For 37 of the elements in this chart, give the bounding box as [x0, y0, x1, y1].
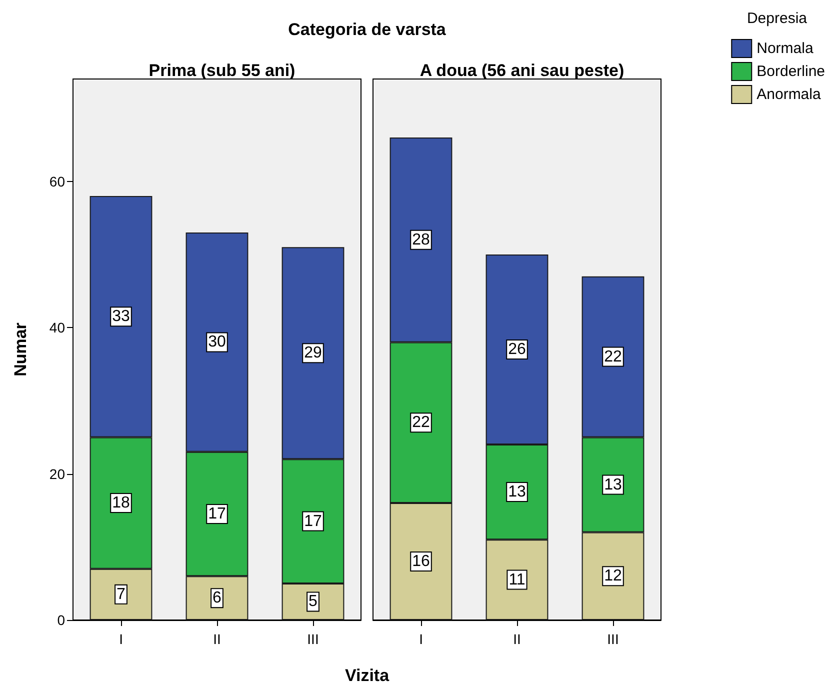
legend-label: Normala	[756, 40, 814, 57]
data-label: 5	[308, 593, 318, 610]
x-tick-label: II	[213, 631, 221, 647]
data-label: 17	[304, 512, 322, 530]
x-tick-label: III	[607, 631, 619, 647]
x-axis-title: Vizita	[344, 666, 390, 686]
data-label: 28	[412, 231, 430, 248]
data-label: 13	[604, 476, 622, 494]
data-label: 11	[508, 571, 526, 588]
y-tick-label: 20	[49, 466, 66, 482]
y-tick-label: 40	[49, 320, 66, 336]
data-label: 33	[112, 308, 130, 326]
data-label: 26	[508, 341, 526, 358]
legend-label: Borderline	[756, 63, 826, 80]
data-label: 17	[208, 505, 226, 522]
legend-title: Depresia	[746, 10, 808, 27]
y-axis-title: Numar	[11, 322, 30, 376]
chart-subtitle: A doua (56 ani sau peste)	[420, 61, 624, 80]
x-tick-label: I	[419, 631, 423, 647]
y-tick-label: 60	[49, 173, 66, 190]
data-label: 22	[604, 348, 622, 366]
data-label: 22	[412, 414, 430, 432]
data-label: 30	[208, 334, 226, 351]
legend-label: Anormala	[756, 86, 822, 103]
x-tick-label: I	[119, 631, 123, 647]
x-tick-label: III	[307, 631, 319, 647]
chart-subtitle: Prima (sub 55 ani)	[148, 61, 296, 80]
data-label: 13	[508, 484, 526, 501]
data-label: 18	[112, 494, 130, 512]
x-tick-label: II	[513, 631, 521, 647]
data-label: 7	[116, 586, 126, 603]
data-label: 29	[304, 344, 322, 362]
chart-title: Categoria de varsta	[287, 20, 447, 40]
data-label: 12	[604, 568, 622, 585]
y-tick-label: 0	[57, 612, 66, 628]
data-label: 6	[212, 590, 222, 607]
data-label: 16	[412, 553, 430, 570]
